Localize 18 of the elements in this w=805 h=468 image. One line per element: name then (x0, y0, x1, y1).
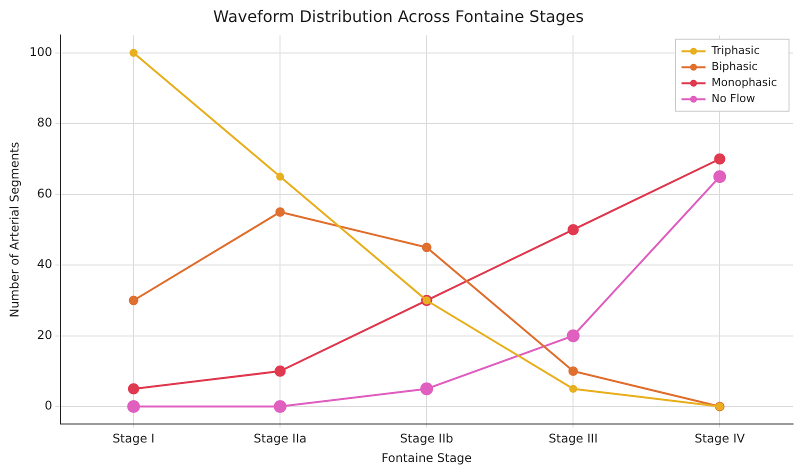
legend-label: Monophasic (712, 76, 777, 90)
legend-label: No Flow (712, 92, 756, 106)
x-tick-label: Stage IIb (400, 432, 454, 446)
legend-label: Triphasic (710, 44, 760, 58)
y-tick-label: 20 (37, 328, 52, 342)
x-tick-label: Stage IV (694, 432, 746, 446)
y-tick-label: 80 (37, 116, 52, 130)
y-tick-label: 40 (37, 257, 52, 272)
x-tick-label: Stage I (112, 432, 155, 446)
y-tick-label: 100 (29, 45, 52, 60)
chart-title: Waveform Distribution Across Fontaine Stages (213, 6, 584, 26)
x-tick-label: Stage IIa (254, 432, 307, 446)
y-axis-title: Number of Arterial Segments (7, 142, 22, 318)
legend-label: Biphasic (712, 60, 758, 74)
y-tick-label: 0 (44, 398, 52, 413)
x-tick-label: Stage III (548, 432, 598, 446)
x-axis-title: Fontaine Stage (382, 450, 472, 465)
y-tick-label: 60 (37, 186, 52, 200)
